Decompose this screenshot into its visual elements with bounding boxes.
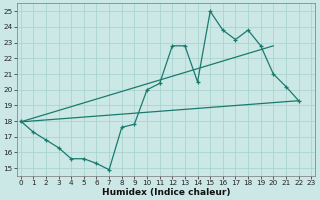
X-axis label: Humidex (Indice chaleur): Humidex (Indice chaleur) [102,188,230,197]
